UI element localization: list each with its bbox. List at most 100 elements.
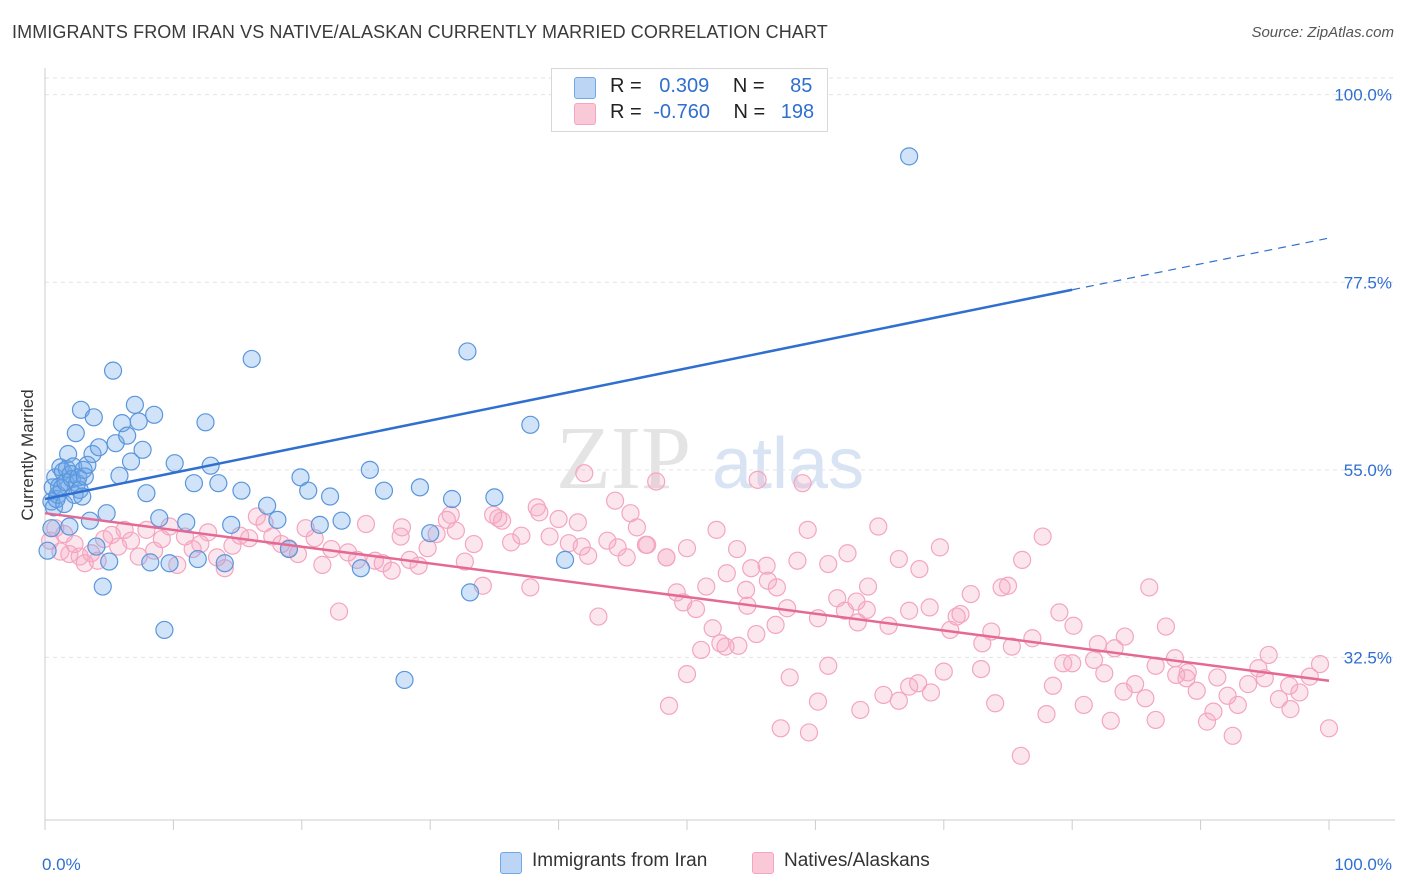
trend-lines [44, 237, 1330, 683]
native-point [1074, 695, 1093, 715]
iran-point [100, 552, 119, 571]
native-point [998, 576, 1018, 595]
native-point [1319, 719, 1339, 738]
bottom-legend-swatch-native [752, 852, 774, 874]
iran-point [155, 620, 174, 640]
native-point [1269, 690, 1289, 709]
native-point [215, 559, 234, 578]
native-point [1280, 676, 1299, 695]
iran-point [222, 515, 241, 534]
native-point [819, 554, 838, 574]
native-point [934, 662, 953, 681]
native-point [930, 538, 950, 557]
bottom-legend-label-native: Natives/Alaskans [784, 850, 930, 871]
native-point [748, 470, 767, 489]
iran-point [320, 487, 340, 506]
native-point [608, 538, 627, 557]
native-point [747, 624, 766, 644]
native-point [575, 464, 594, 483]
native-point [636, 535, 656, 554]
watermark-atlas: atlas [712, 424, 864, 504]
native-point [857, 600, 876, 620]
native-point [589, 607, 608, 626]
iran-point [150, 509, 169, 528]
native-point [521, 578, 540, 597]
native-point [1208, 668, 1227, 687]
native-point [819, 656, 838, 675]
native-point [427, 524, 446, 544]
native-point [798, 520, 817, 539]
native-point [711, 634, 730, 653]
native-point [540, 527, 559, 546]
iran-point [83, 444, 102, 464]
native-point [742, 559, 761, 578]
legend-n-label: N = [733, 101, 766, 123]
iran-point [410, 478, 430, 497]
native-point [1146, 710, 1165, 730]
native-point [1281, 700, 1300, 719]
native-point [418, 539, 437, 558]
iran-point [145, 405, 164, 424]
native-point [1011, 746, 1030, 765]
native-point [568, 513, 587, 532]
iran-point [442, 489, 462, 509]
bottom-legend-swatch-iran [500, 852, 522, 874]
native-point [1064, 616, 1083, 635]
native-point [692, 640, 711, 660]
iran-point [555, 550, 575, 569]
iran-point [395, 670, 414, 690]
correlation-legend: R = 0.309 N = 85 R = -0.760 N = 198 [551, 68, 828, 132]
iran-point [258, 496, 277, 515]
native-point [992, 578, 1011, 597]
iran-point [84, 408, 103, 427]
iran-point [332, 511, 351, 530]
native-point [1063, 654, 1082, 673]
y-tick-label: 100.0% [1334, 86, 1392, 105]
native-point [1290, 683, 1309, 702]
legend-n-label: N = [732, 75, 765, 97]
native-point [851, 700, 870, 720]
native-point [758, 571, 777, 590]
native-point [1197, 712, 1217, 731]
iran-point [421, 524, 440, 543]
native-point [1310, 654, 1330, 674]
source-credit: Source: ZipAtlas.com [1251, 24, 1394, 41]
native-point [961, 584, 980, 604]
native-point [799, 723, 819, 742]
bottom-legend-label-iran: Immigrants from Iran [532, 850, 708, 871]
iran-point [268, 510, 287, 529]
iran-point [118, 426, 137, 445]
iran-point [299, 481, 318, 500]
native-point [788, 551, 807, 570]
native-point [808, 692, 828, 711]
native-point [605, 491, 625, 510]
native-point [1088, 634, 1107, 654]
iran-point [215, 554, 234, 573]
native-point [703, 619, 722, 638]
iran-point [87, 537, 106, 556]
native-point [1259, 645, 1278, 665]
iran-point [125, 395, 144, 414]
native-point [1165, 649, 1185, 668]
native-point [1033, 527, 1052, 546]
native-point [1204, 702, 1223, 721]
native-point [767, 578, 786, 597]
native-point [1114, 682, 1133, 701]
iran-point [310, 515, 329, 534]
chart-title: IMMIGRANTS FROM IRAN VS NATIVE/ALASKAN C… [12, 22, 828, 42]
native-point [1043, 676, 1063, 695]
native-point [736, 580, 756, 599]
native-point [579, 546, 598, 565]
native-point [198, 523, 218, 542]
watermark-zip: ZIP [556, 409, 691, 508]
iran-point [360, 460, 379, 479]
native-point [659, 696, 679, 715]
native-point [168, 555, 187, 574]
legend-text-iran: R = 0.309 N = 85 [610, 75, 812, 98]
native-point [889, 691, 908, 710]
native-point [464, 534, 483, 554]
native-point [900, 601, 919, 620]
native-point [1178, 663, 1197, 682]
native-point [1136, 689, 1155, 708]
legend-r-label: R = [610, 75, 642, 97]
